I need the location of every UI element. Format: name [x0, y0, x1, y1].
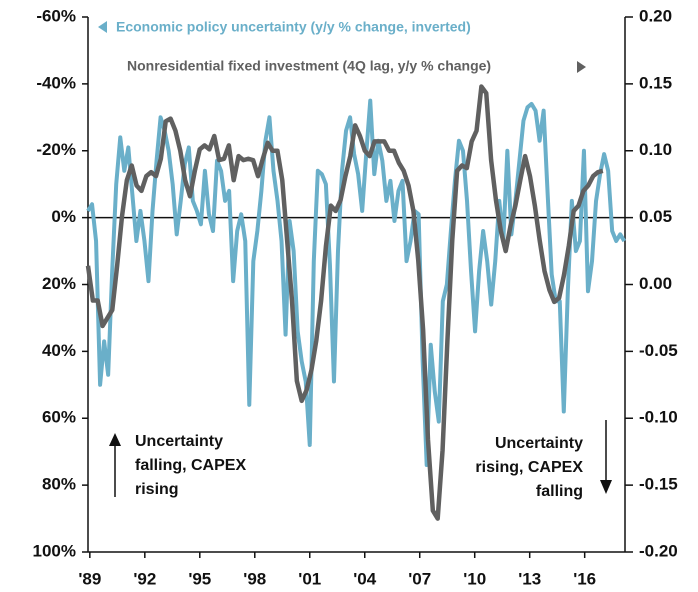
legend-label: Nonresidential fixed investment (4Q lag,…	[127, 58, 491, 74]
y2-tick-label: 0.05	[639, 207, 672, 226]
x-tick-label: '89	[78, 569, 101, 588]
legend-label: Economic policy uncertainty (y/y % chang…	[116, 19, 471, 35]
y-tick-label: 20%	[42, 274, 76, 293]
y-tick-label: 0%	[51, 207, 76, 226]
y2-tick-label: -0.05	[639, 341, 678, 360]
arrow-head	[109, 433, 121, 446]
annotation: Uncertainty	[135, 433, 223, 450]
annotation: falling	[536, 483, 583, 500]
y-tick-label: 100%	[33, 541, 76, 560]
annotation: rising, CAPEX	[475, 459, 583, 476]
x-tick-label: '95	[188, 569, 211, 588]
y2-tick-label: 0.10	[639, 140, 672, 159]
y-tick-label: 80%	[42, 475, 76, 494]
x-tick-label: '01	[298, 569, 321, 588]
x-tick-label: '04	[353, 569, 376, 588]
y2-tick-label: 0.15	[639, 73, 672, 92]
annotation: Uncertainty	[495, 435, 583, 452]
y-tick-label: 40%	[42, 341, 76, 360]
annotation: rising	[135, 481, 179, 498]
y-tick-label: -40%	[36, 73, 76, 92]
y2-tick-label: 0.20	[639, 6, 672, 25]
y2-tick-label: -0.20	[639, 541, 678, 560]
x-tick-label: '16	[573, 569, 596, 588]
series-line	[85, 84, 604, 521]
x-tick-label: '10	[463, 569, 486, 588]
y-tick-label: -60%	[36, 6, 76, 25]
x-tick-label: '98	[243, 569, 266, 588]
legend-arrow-left	[98, 21, 107, 33]
y2-tick-label: -0.15	[639, 475, 678, 494]
arrow-head	[600, 480, 612, 494]
y2-tick-label: -0.10	[639, 408, 678, 427]
x-tick-label: '13	[518, 569, 541, 588]
legend-arrow-right	[577, 61, 586, 73]
annotation: falling, CAPEX	[135, 457, 246, 474]
y-tick-label: -20%	[36, 140, 76, 159]
x-tick-label: '07	[408, 569, 431, 588]
series-line	[86, 98, 626, 468]
y-tick-label: 60%	[42, 408, 76, 427]
x-tick-label: '92	[133, 569, 156, 588]
y2-tick-label: 0.00	[639, 274, 672, 293]
